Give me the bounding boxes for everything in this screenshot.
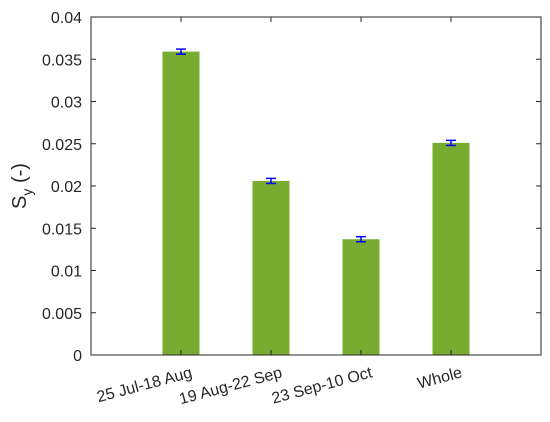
- y-axis-label-unit: (-): [9, 163, 31, 189]
- bar: [342, 239, 380, 355]
- plot-area-frame: [90, 16, 542, 356]
- bar: [252, 180, 290, 355]
- bars-layer: [162, 51, 470, 356]
- y-tick-label: 0: [73, 348, 82, 365]
- y-axis: 0 0.005 0.01 0.015 0.02 0.025 0.03 0.035 0.04: [42, 10, 541, 365]
- errorbars-layer: [176, 48, 456, 243]
- y-tick-label: 0.04: [51, 10, 82, 27]
- y-axis-label-main: S: [9, 196, 31, 209]
- y-tick-label: 0.025: [42, 137, 82, 154]
- x-tick-label: Whole: [416, 364, 464, 392]
- bar: [162, 51, 200, 356]
- y-tick-label: 0.03: [51, 95, 82, 112]
- y-tick-label: 0.01: [51, 264, 82, 281]
- y-tick-label: 0.02: [51, 179, 82, 196]
- x-tick-label: 19 Aug-22 Sep: [177, 364, 284, 408]
- x-tick-label: 23 Sep-10 Oct: [270, 364, 375, 407]
- y-tick-label: 0.015: [42, 221, 82, 238]
- bar: [432, 142, 470, 355]
- y-tick-label: 0.035: [42, 52, 82, 69]
- y-axis-label: Sy (-): [9, 163, 35, 209]
- y-axis-label-subscript: y: [19, 189, 35, 196]
- y-tick-label: 0.005: [42, 306, 82, 323]
